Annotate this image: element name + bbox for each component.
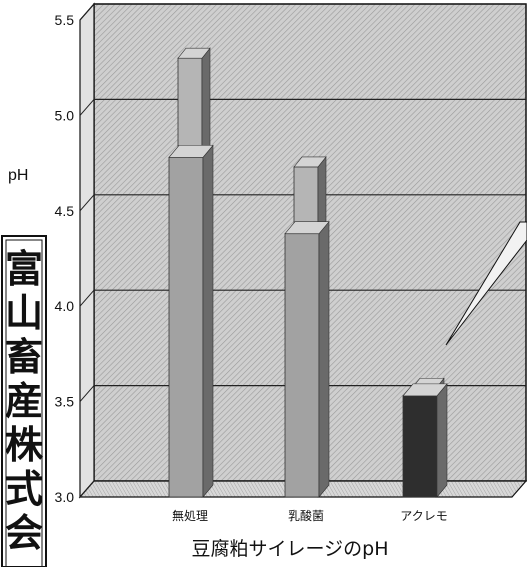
bar-front-top bbox=[402, 383, 448, 397]
bar-front-side bbox=[202, 144, 214, 498]
x-category-label: アクレモ bbox=[400, 509, 447, 523]
side-text-char: 富 bbox=[5, 246, 43, 291]
bar-back-top bbox=[293, 156, 327, 168]
side-text-char: 株 bbox=[5, 422, 44, 467]
bar-front-front bbox=[168, 156, 204, 498]
y-tick-label: 4.0 bbox=[55, 298, 75, 314]
bar-back-top bbox=[177, 47, 211, 59]
y-tick-label: 4.5 bbox=[55, 203, 75, 219]
gridline-diag bbox=[79, 385, 95, 402]
bar-front bbox=[284, 220, 330, 498]
y-axis-ticks: 3.0 3.5 4.0 4.5 5.0 5.5 bbox=[55, 12, 75, 505]
bar-front-side bbox=[318, 220, 330, 498]
side-text: 富山畜産株式会 bbox=[5, 246, 44, 555]
side-text-char: 式 bbox=[5, 466, 43, 511]
gridline-diag bbox=[79, 480, 95, 498]
chart-title: 豆腐粕サイレージのpH bbox=[192, 538, 389, 560]
gridline-diag bbox=[79, 3, 95, 21]
x-category-label: 無処理 bbox=[172, 508, 208, 523]
bar-front-top bbox=[284, 221, 330, 234]
y-axis-label: pH bbox=[8, 167, 28, 184]
side-text-char: 産 bbox=[5, 378, 43, 423]
callout-pointer bbox=[445, 221, 527, 346]
gridline-diag bbox=[79, 194, 95, 212]
bar-front bbox=[402, 383, 448, 498]
bar-front-front bbox=[284, 233, 320, 498]
bar-front-front bbox=[402, 395, 438, 498]
bars bbox=[168, 47, 448, 498]
side-text-char: 畜 bbox=[5, 334, 43, 379]
bar-front-side bbox=[436, 383, 448, 498]
x-axis-categories: 無処理 乳酸菌 アクレモ bbox=[172, 508, 448, 523]
gridline-diag bbox=[79, 99, 95, 116]
bar-front-top bbox=[168, 145, 214, 158]
bar-front bbox=[168, 144, 214, 498]
y-tick-label: 3.0 bbox=[55, 489, 75, 505]
side-text-char: 会 bbox=[5, 510, 43, 555]
side-text-box: 富山畜産株式会 bbox=[1, 235, 47, 567]
side-wall bbox=[79, 2, 95, 499]
side-text-char: 山 bbox=[5, 290, 43, 335]
x-category-label: 乳酸菌 bbox=[288, 508, 324, 523]
y-tick-label: 5.5 bbox=[55, 12, 75, 28]
gridline-diag bbox=[79, 289, 95, 307]
y-tick-label: 3.5 bbox=[55, 394, 75, 410]
y-tick-label: 5.0 bbox=[55, 107, 75, 123]
